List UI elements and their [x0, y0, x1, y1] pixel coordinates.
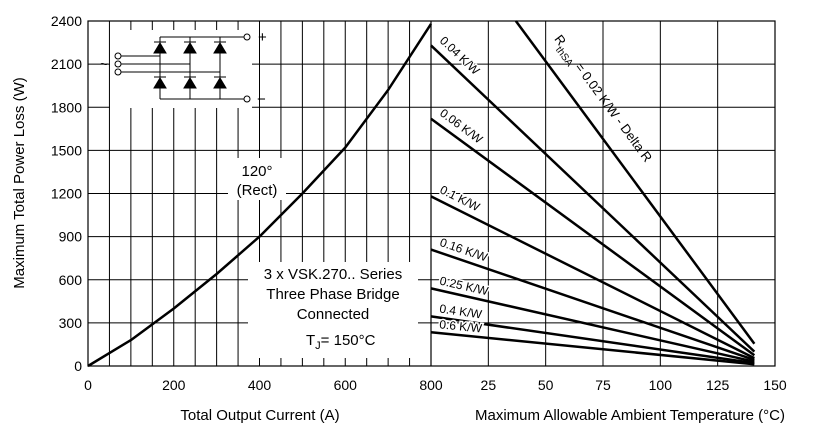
heatsink-line [430, 287, 755, 363]
x-tick-label: 150 [763, 377, 787, 393]
conduction-type: (Rect) [237, 182, 278, 199]
heatsink-line [430, 195, 755, 360]
y-tick-label: 300 [59, 315, 83, 331]
device-annotation: 3 x VSK.270.. Series Three Phase Bridge … [248, 262, 418, 358]
heatsink-line [430, 117, 756, 357]
y-axis-title: Maximum Total Power Loss (W) [11, 77, 28, 288]
y-tick-label: 1800 [51, 99, 82, 115]
device-connection: Connected [297, 306, 370, 323]
negative-terminal-label: − [257, 91, 266, 108]
power-loss-curve [87, 23, 433, 368]
heatsink-line [430, 315, 755, 365]
series-layer [87, 20, 756, 368]
heatsink-line [514, 20, 756, 345]
conduction-annotation: 120° (Rect) [228, 158, 286, 200]
x-tick-label: 400 [248, 377, 272, 393]
x-tick-label: 200 [162, 377, 186, 393]
x-tick-label: 75 [595, 377, 611, 393]
series-label: RthSA = 0.02 K/W - Delta R [547, 32, 655, 168]
x-axis-title-right: Maximum Allowable Ambient Temperature (°… [475, 407, 785, 424]
y-tick-label: 2400 [51, 13, 82, 29]
device-topology: Three Phase Bridge [266, 286, 399, 303]
device-series: 3 x VSK.270.. Series [264, 266, 402, 283]
heatsink-line [430, 330, 755, 366]
x-tick-label: 100 [649, 377, 673, 393]
annotation-background [228, 158, 286, 200]
x-axis-title-left: Total Output Current (A) [180, 407, 339, 424]
heatsink-line [430, 248, 755, 362]
x-tick-label: 0 [84, 377, 92, 393]
heatsink-line [430, 44, 756, 353]
y-tick-label: 1500 [51, 142, 82, 158]
positive-terminal-label: + [258, 29, 267, 46]
x-tick-label: 800 [419, 377, 443, 393]
y-tick-label: 0 [74, 358, 82, 374]
y-tick-label: 600 [59, 272, 83, 288]
ac-input-symbol: ~ [100, 56, 108, 72]
junction-temperature: TJ= 150°C [306, 332, 376, 352]
inset-background [110, 30, 252, 108]
tick-labels: 0 300 600 900 1200 1500 1800 2100 2400 0 200 400 600… [51, 13, 787, 393]
y-tick-label: 1200 [51, 186, 82, 202]
annotation-background [248, 262, 418, 358]
y-tick-label: 900 [59, 229, 83, 245]
y-tick-label: 2100 [51, 56, 82, 72]
bridge-schematic-inset [110, 30, 252, 108]
plot-frame [87, 20, 776, 367]
x-tick-label: 125 [706, 377, 730, 393]
x-tick-label: 50 [538, 377, 554, 393]
x-tick-label: 25 [481, 377, 497, 393]
x-tick-label: 600 [334, 377, 358, 393]
conduction-angle: 120° [241, 163, 272, 180]
series-label: 0.6 K/W [439, 317, 484, 335]
